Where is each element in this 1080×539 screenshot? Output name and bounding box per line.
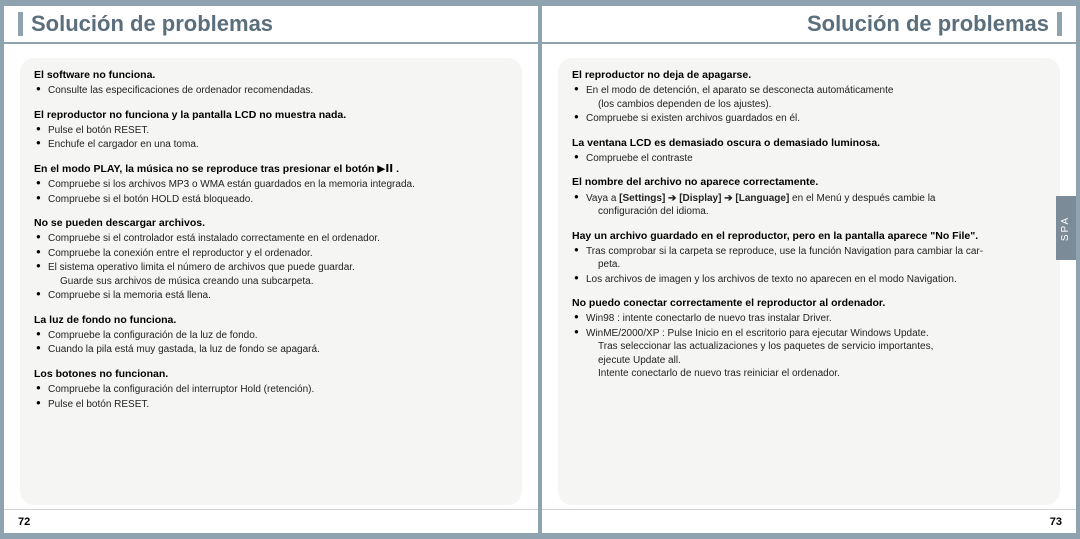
content-card-right: El reproductor no deja de apagarse. En el… — [558, 58, 1060, 505]
troubleshoot-section: No puedo conectar correctamente el repro… — [572, 296, 1046, 381]
section-heading: El reproductor no funciona y la pantalla… — [34, 108, 508, 122]
bullet-list: Tras comprobar si la carpeta se reproduc… — [572, 245, 1046, 287]
section-heading: No se pueden descargar archivos. — [34, 216, 508, 230]
bullet-list: Compruebe la configuración del interrupt… — [34, 383, 508, 411]
bullet-item: Consulte las especificaciones de ordenad… — [36, 84, 508, 98]
page-left: Solución de problemas El software no fun… — [4, 6, 538, 533]
page-right: Solución de problemas El reproductor no … — [542, 6, 1076, 533]
bullet-item: Cuando la pila está muy gastada, la luz … — [36, 343, 508, 357]
troubleshoot-section: El nombre del archivo no aparece correct… — [572, 175, 1046, 218]
section-heading: No puedo conectar correctamente el repro… — [572, 296, 1046, 310]
section-heading: El reproductor no deja de apagarse. — [572, 68, 1046, 82]
bullet-list: Vaya a [Settings] ➔ [Display] ➔ [Languag… — [572, 192, 1046, 219]
bullet-item: WinME/2000/XP : Pulse Inicio en el escri… — [574, 327, 1046, 381]
bullet-item: Compruebe la configuración de la luz de … — [36, 329, 508, 343]
header-right: Solución de problemas — [542, 6, 1076, 44]
bullet-list: Consulte las especificaciones de ordenad… — [34, 84, 508, 98]
bullet-item: Vaya a [Settings] ➔ [Display] ➔ [Languag… — [574, 192, 1046, 219]
manual-spread: Solución de problemas El software no fun… — [0, 0, 1080, 539]
content-wrap-left: El software no funciona. Consulte las esp… — [4, 44, 538, 509]
page-number-left: 72 — [18, 516, 30, 528]
section-heading: Hay un archivo guardado en el reproducto… — [572, 229, 1046, 243]
footer-right: 73 — [542, 509, 1076, 533]
troubleshoot-section: En el modo PLAY, la música no se reprodu… — [34, 162, 508, 206]
section-heading: El software no funciona. — [34, 68, 508, 82]
bullet-item: Los archivos de imagen y los archivos de… — [574, 273, 1046, 287]
bullet-item: El sistema operativo limita el número de… — [36, 261, 508, 288]
bullet-list: En el modo de detención, el aparato se d… — [572, 84, 1046, 126]
content-card-left: El software no funciona. Consulte las esp… — [20, 58, 522, 505]
bullet-item: Win98 : intente conectarlo de nuevo tras… — [574, 312, 1046, 326]
language-tab: SPA — [1056, 196, 1076, 260]
bullet-item: Compruebe la conexión entre el reproduct… — [36, 247, 508, 261]
bullet-list: Pulse el botón RESET.Enchufe el cargador… — [34, 124, 508, 152]
troubleshoot-section: El reproductor no funciona y la pantalla… — [34, 108, 508, 152]
bullet-item: Pulse el botón RESET. — [36, 124, 508, 138]
bullet-item: Tras comprobar si la carpeta se reproduc… — [574, 245, 1046, 272]
bullet-list: Compruebe si el controlador está instala… — [34, 232, 508, 303]
bullet-item: Compruebe si la memoria está llena. — [36, 289, 508, 303]
bullet-item: Compruebe la configuración del interrupt… — [36, 383, 508, 397]
content-wrap-right: El reproductor no deja de apagarse. En el… — [542, 44, 1076, 509]
header-title-left: Solución de problemas — [23, 11, 281, 37]
troubleshoot-section: No se pueden descargar archivos. Comprueb… — [34, 216, 508, 303]
section-heading: Los botones no funcionan. — [34, 367, 508, 381]
footer-left: 72 — [4, 509, 538, 533]
troubleshoot-section: Los botones no funcionan. Compruebe la co… — [34, 367, 508, 411]
bullet-list: Compruebe la configuración de la luz de … — [34, 329, 508, 357]
header-left: Solución de problemas — [4, 6, 538, 44]
bullet-item: Compruebe si el botón HOLD está bloquead… — [36, 193, 508, 207]
troubleshoot-section: El software no funciona. Consulte las esp… — [34, 68, 508, 98]
bullet-item: Compruebe si los archivos MP3 o WMA está… — [36, 178, 508, 192]
section-heading: La ventana LCD es demasiado oscura o dem… — [572, 136, 1046, 150]
bullet-list: Win98 : intente conectarlo de nuevo tras… — [572, 312, 1046, 381]
bullet-list: Compruebe el contraste — [572, 152, 1046, 166]
page-number-right: 73 — [1050, 516, 1062, 528]
troubleshoot-section: La luz de fondo no funciona. Compruebe la… — [34, 313, 508, 357]
troubleshoot-section: Hay un archivo guardado en el reproducto… — [572, 229, 1046, 287]
bullet-item: Enchufe el cargador en una toma. — [36, 138, 508, 152]
bullet-item: Pulse el botón RESET. — [36, 398, 508, 412]
troubleshoot-section: El reproductor no deja de apagarse. En el… — [572, 68, 1046, 126]
bullet-item: Compruebe el contraste — [574, 152, 1046, 166]
section-heading: El nombre del archivo no aparece correct… — [572, 175, 1046, 189]
header-title-right: Solución de problemas — [799, 11, 1057, 37]
bullet-item: Compruebe si existen archivos guardados … — [574, 112, 1046, 126]
section-heading: La luz de fondo no funciona. — [34, 313, 508, 327]
bullet-item: En el modo de detención, el aparato se d… — [574, 84, 1046, 111]
troubleshoot-section: La ventana LCD es demasiado oscura o dem… — [572, 136, 1046, 166]
header-bar-icon — [1057, 12, 1062, 36]
section-heading: En el modo PLAY, la música no se reprodu… — [34, 162, 508, 176]
bullet-list: Compruebe si los archivos MP3 o WMA está… — [34, 178, 508, 206]
language-tab-label: SPA — [1061, 215, 1072, 240]
bullet-item: Compruebe si el controlador está instala… — [36, 232, 508, 246]
